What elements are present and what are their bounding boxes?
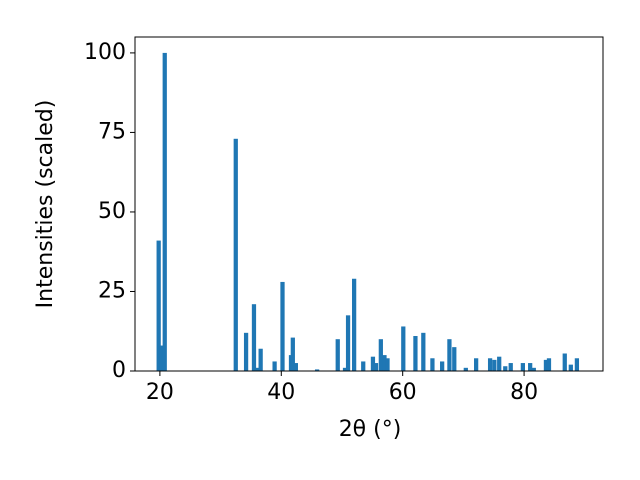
- bar: [520, 363, 525, 371]
- bar: [413, 336, 418, 371]
- y-axis-label: Intensities (scaled): [33, 100, 58, 309]
- bar: [401, 326, 406, 371]
- bar: [452, 347, 457, 371]
- bar: [421, 332, 426, 371]
- bar: [487, 358, 493, 371]
- y-tick-label: 25: [98, 278, 126, 303]
- bar: [385, 358, 390, 371]
- bar: [272, 361, 277, 371]
- y-tick-label: 75: [98, 119, 126, 144]
- y-tick-label: 50: [98, 199, 126, 224]
- bar: [531, 367, 536, 371]
- bar: [290, 337, 295, 371]
- bar: [233, 138, 238, 371]
- x-tick-label: 80: [510, 380, 538, 405]
- bar: [440, 361, 445, 371]
- bar: [430, 358, 435, 371]
- bar: [474, 358, 479, 371]
- bar: [562, 353, 567, 371]
- bar: [254, 367, 260, 371]
- bar: [546, 358, 552, 371]
- bar: [293, 363, 298, 371]
- bar: [162, 52, 167, 372]
- bar: [508, 363, 513, 371]
- bar: [156, 240, 161, 371]
- bar: [528, 363, 533, 371]
- bar: [568, 364, 573, 371]
- bar: [574, 358, 580, 371]
- bar: [243, 332, 249, 371]
- y-tick-label: 0: [112, 358, 126, 383]
- bar: [378, 339, 383, 371]
- bar: [314, 369, 320, 371]
- y-tick-label: 100: [84, 40, 126, 65]
- bar: [543, 359, 549, 371]
- bar: [361, 361, 366, 371]
- bar: [335, 339, 340, 371]
- bar: [251, 304, 257, 371]
- x-axis-label: 2θ (°): [339, 417, 402, 442]
- bar: [280, 281, 285, 371]
- bar: [463, 367, 468, 371]
- bar: [370, 356, 376, 371]
- bar: [342, 367, 348, 371]
- bar: [352, 278, 357, 371]
- bar: [503, 366, 508, 371]
- x-tick-label: 20: [146, 380, 174, 405]
- bar: [345, 315, 351, 371]
- bar: [258, 348, 263, 371]
- bar: [382, 355, 387, 371]
- bar: [373, 363, 379, 371]
- bar: [159, 345, 164, 371]
- x-tick-label: 60: [389, 380, 417, 405]
- x-tick-label: 40: [267, 380, 295, 405]
- bar: [497, 356, 502, 371]
- bar: [492, 359, 497, 371]
- plot-frame: [134, 36, 604, 372]
- bar: [447, 339, 452, 371]
